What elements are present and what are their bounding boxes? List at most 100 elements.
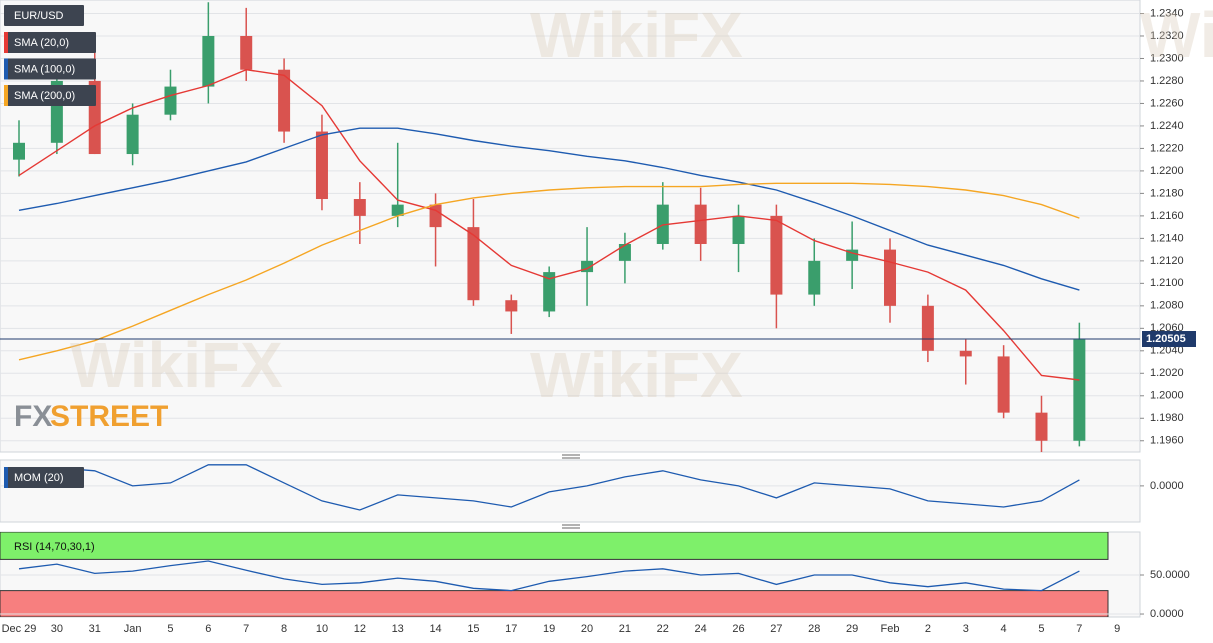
- x-tick-label: 3: [963, 623, 969, 635]
- y-tick-label: 0.0000: [1150, 480, 1184, 492]
- legend-box: [4, 536, 116, 557]
- candle-body: [391, 204, 404, 216]
- oversold-band: [0, 590, 1109, 617]
- y-tick-label: 0.0000: [1150, 608, 1184, 620]
- panel-handle[interactable]: [562, 454, 580, 459]
- x-tick-label: Jan: [124, 623, 142, 635]
- x-tick-label: 5: [167, 623, 173, 635]
- last-price-label: 1.20505: [1146, 333, 1186, 345]
- price-panel: [0, 0, 1141, 453]
- y-tick-label: 1.2120: [1150, 255, 1184, 267]
- last-price-box: [1142, 331, 1196, 347]
- y-tick-label: 1.2340: [1150, 7, 1184, 19]
- legend-label: MOM (20): [14, 472, 64, 484]
- x-tick-label: 31: [89, 623, 101, 635]
- y-tick-label: 1.2240: [1150, 120, 1184, 132]
- x-tick-label: 7: [1076, 623, 1082, 635]
- candle-body: [126, 114, 139, 155]
- x-tick-label: Dec 29: [2, 623, 37, 635]
- y-tick-label: 1.2000: [1150, 390, 1184, 402]
- indicator-line: [18, 464, 1080, 511]
- legend-swatch: [4, 85, 8, 106]
- y-tick-label: 1.2140: [1150, 232, 1184, 244]
- legend-swatch: [4, 467, 8, 488]
- candle-body: [618, 243, 631, 261]
- legend-label: SMA (100,0): [14, 63, 75, 75]
- candle-body: [808, 260, 821, 295]
- candle-body: [884, 249, 897, 306]
- x-tick-label: 24: [695, 623, 707, 635]
- mom-panel: [0, 459, 1141, 523]
- sma-line: [18, 127, 1080, 291]
- x-tick-label: 7: [243, 623, 249, 635]
- y-tick-label: 1.2180: [1150, 187, 1184, 199]
- legend-swatch: [4, 58, 8, 80]
- candle-body: [770, 215, 783, 295]
- watermark: WikiFX: [1140, 0, 1213, 71]
- candle-body: [505, 300, 518, 312]
- indicator-line: [18, 560, 1080, 592]
- x-tick-label: 26: [732, 623, 744, 635]
- y-tick-label: 1.2320: [1150, 30, 1184, 42]
- watermark: WikiFX: [530, 0, 743, 71]
- candle-body: [543, 272, 556, 312]
- logo-fx: FX: [14, 400, 52, 433]
- y-tick-label: 1.2160: [1150, 210, 1184, 222]
- x-tick-label: 30: [51, 623, 63, 635]
- x-tick-label: 2: [925, 623, 931, 635]
- candle-body: [921, 305, 934, 351]
- candle-body: [467, 227, 480, 301]
- legend-label: RSI (14,70,30,1): [14, 541, 95, 553]
- legend-box: [4, 32, 96, 53]
- candle-body: [694, 204, 707, 244]
- candle-body: [164, 86, 177, 115]
- y-tick-label: 1.2300: [1150, 52, 1184, 64]
- candle-body: [240, 35, 253, 70]
- x-tick-label: 17: [505, 623, 517, 635]
- x-tick-label: 6: [205, 623, 211, 635]
- candle-body: [581, 260, 594, 273]
- candle-body: [732, 215, 745, 244]
- y-tick-label: 1.2020: [1150, 367, 1184, 379]
- candle-body: [959, 350, 972, 357]
- y-tick-label: 1.2200: [1150, 165, 1184, 177]
- y-tick-label: 1.2260: [1150, 97, 1184, 109]
- y-tick-label: 1.1980: [1150, 412, 1184, 424]
- legend-box: [4, 467, 84, 488]
- plot: [0, 2, 1140, 452]
- x-tick-label: 12: [354, 623, 366, 635]
- panel-handle[interactable]: [562, 524, 580, 529]
- y-tick-label: 50.0000: [1150, 569, 1190, 581]
- logo-street: STREET: [50, 400, 168, 433]
- sma-line: [18, 182, 1080, 361]
- legend-box: [4, 58, 96, 80]
- x-tick-label: 10: [316, 623, 328, 635]
- watermark: WikiFX: [70, 329, 283, 401]
- x-tick-label: 21: [619, 623, 631, 635]
- candle-body: [846, 249, 859, 261]
- legend-box: [4, 85, 96, 106]
- overbought-band: [0, 532, 1109, 560]
- y-tick-label: 1.2100: [1150, 277, 1184, 289]
- y-tick-label: 1.2220: [1150, 142, 1184, 154]
- legend-label: SMA (200,0): [14, 90, 75, 102]
- candle-body: [997, 356, 1010, 413]
- x-tick-label: 27: [770, 623, 782, 635]
- y-tick-label: 1.2040: [1150, 345, 1184, 357]
- candle-body: [429, 204, 442, 228]
- candle-body: [1073, 339, 1086, 441]
- legend-label: SMA (20,0): [14, 37, 69, 49]
- watermark: WikiFX: [530, 339, 743, 411]
- y-tick-label: 1.2080: [1150, 300, 1184, 312]
- x-tick-label: 20: [581, 623, 593, 635]
- y-tick-label: 1.2280: [1150, 75, 1184, 87]
- plot: [0, 464, 1140, 511]
- x-tick-label: 15: [467, 623, 479, 635]
- x-tick-label: 5: [1038, 623, 1044, 635]
- x-tick-label: 8: [281, 623, 287, 635]
- x-tick-label: 29: [846, 623, 858, 635]
- candle-body: [315, 131, 328, 200]
- x-tick-label: 4: [1001, 623, 1007, 635]
- y-tick-label: 1.1960: [1150, 435, 1184, 447]
- plot: [0, 532, 1140, 617]
